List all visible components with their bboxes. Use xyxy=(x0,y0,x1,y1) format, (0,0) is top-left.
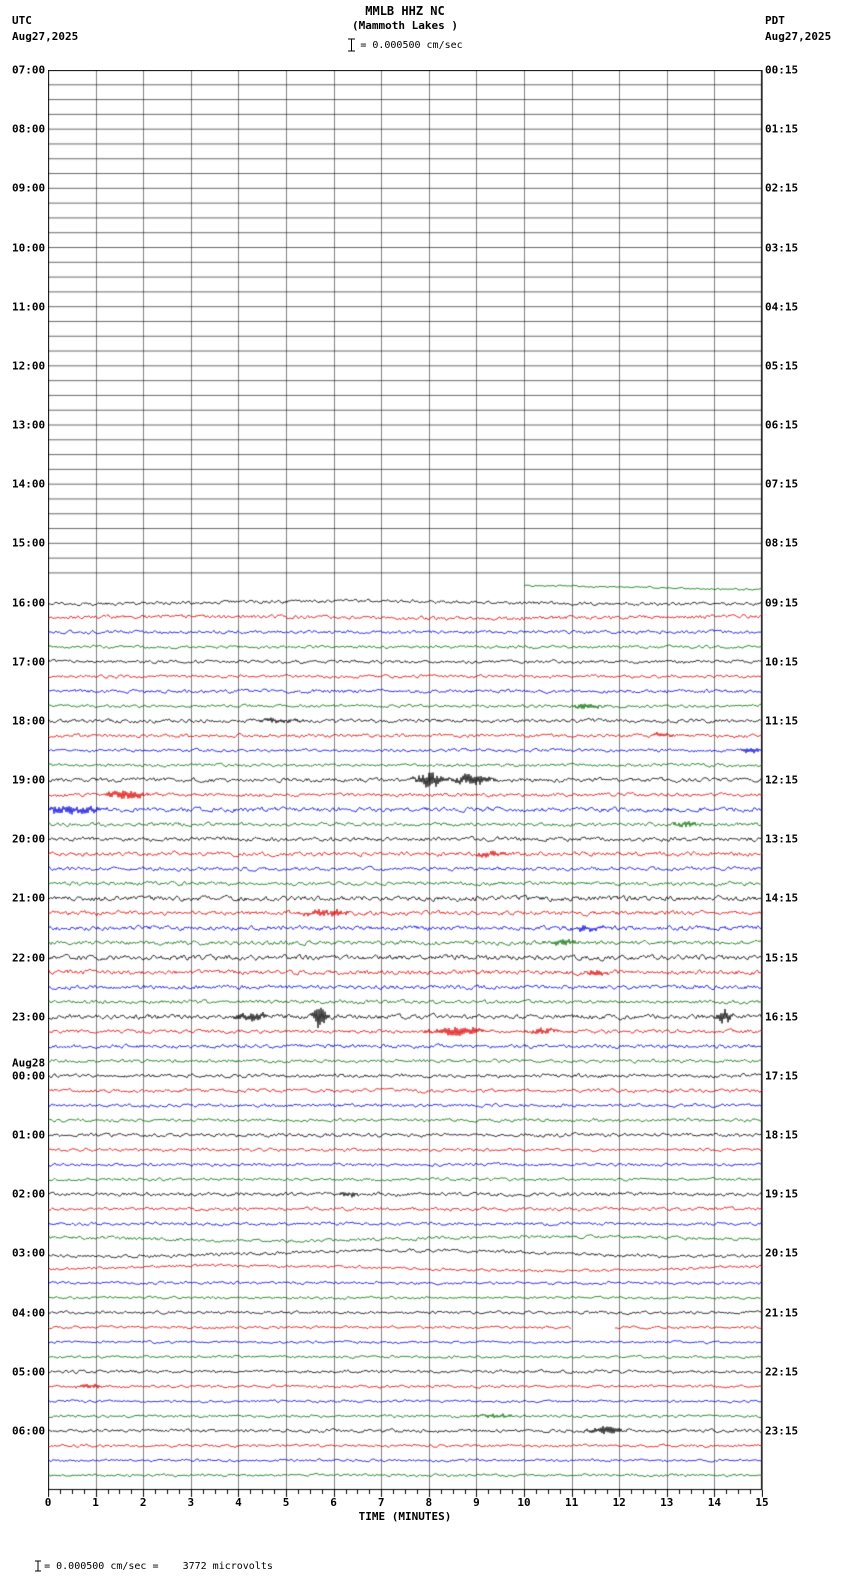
x-tick-label: 8 xyxy=(425,1496,433,1509)
utc-time-label: 06:00 xyxy=(12,1424,46,1438)
x-tick-label: 15 xyxy=(755,1496,769,1509)
utc-time-label: 00:00 xyxy=(12,1069,46,1083)
x-tick-label: 10 xyxy=(517,1496,531,1509)
pdt-time-label: 05:15 xyxy=(765,359,799,373)
utc-time-label: 22:00 xyxy=(12,951,46,964)
pdt-time-label: 19:15 xyxy=(765,1187,799,1201)
pdt-time-label: 01:15 xyxy=(765,122,799,136)
pdt-time-label: 02:15 xyxy=(765,181,799,195)
pdt-time-label: 17:15 xyxy=(765,1069,799,1083)
utc-time-label: 12:00 xyxy=(12,359,46,373)
pdt-time-label: 21:15 xyxy=(765,1306,799,1319)
utc-time-label: 14:00 xyxy=(12,477,46,491)
x-tick-label: 12 xyxy=(612,1496,626,1509)
x-axis-label: TIME (MINUTES) xyxy=(358,1510,452,1523)
utc-time-label: 19:00 xyxy=(12,773,46,787)
x-tick-label: 9 xyxy=(473,1496,480,1509)
x-tick-label: 0 xyxy=(44,1496,52,1509)
pdt-time-label: 04:15 xyxy=(765,300,799,314)
station-location: (Mammoth Lakes ) xyxy=(352,19,458,32)
date-left-label: Aug27,2025 xyxy=(12,30,79,43)
utc-time-label: 18:00 xyxy=(12,714,46,728)
x-tick-label: 3 xyxy=(187,1496,195,1509)
x-tick-label: 11 xyxy=(564,1496,579,1509)
utc-time-label: 20:00 xyxy=(12,832,46,846)
utc-date-label: Aug28 xyxy=(12,1056,46,1070)
seismogram-canvas xyxy=(48,70,763,1504)
pdt-time-label: 12:15 xyxy=(765,773,799,787)
scale-readout-text: = 0.000500 cm/sec xyxy=(360,40,463,51)
pdt-time-label: 11:15 xyxy=(765,714,799,728)
pdt-time-label: 08:15 xyxy=(765,536,799,550)
utc-time-label: 21:00 xyxy=(12,891,46,905)
pdt-time-label: 22:15 xyxy=(765,1365,799,1379)
x-tick-label: 14 xyxy=(707,1496,722,1509)
pdt-time-label: 00:15 xyxy=(765,63,799,77)
utc-time-label: 07:00 xyxy=(12,63,46,77)
amplitude-scale-icon xyxy=(35,1560,42,1572)
utc-time-label: 23:00 xyxy=(12,1010,46,1024)
pdt-time-label: 03:15 xyxy=(765,241,799,254)
date-right-label: Aug27,2025 xyxy=(765,30,832,43)
station-title: MMLB HHZ NC xyxy=(365,4,445,18)
timezone-left-label: UTC xyxy=(12,14,32,27)
pdt-time-label: 09:15 xyxy=(765,596,799,609)
x-tick-label: 7 xyxy=(377,1496,385,1509)
utc-time-label: 13:00 xyxy=(12,418,46,432)
timezone-right-label: PDT xyxy=(765,14,785,27)
utc-time-label: 01:00 xyxy=(12,1128,46,1142)
footer-note-text: = 0.000500 cm/sec = 3772 microvolts xyxy=(44,1561,273,1572)
x-tick-label: 1 xyxy=(92,1496,99,1509)
x-tick-label: 5 xyxy=(282,1496,290,1509)
amplitude-scale-icon xyxy=(348,38,356,52)
utc-time-label: 03:00 xyxy=(12,1246,46,1260)
x-tick-label: 6 xyxy=(330,1496,337,1509)
x-tick-label: 4 xyxy=(235,1496,242,1509)
utc-time-label: 09:00 xyxy=(12,181,46,195)
utc-time-label: 08:00 xyxy=(12,122,46,136)
utc-time-label: 02:00 xyxy=(12,1187,46,1201)
scale-readout: = 0.000500 cm/sec xyxy=(0,38,810,52)
pdt-time-label: 06:15 xyxy=(765,418,799,432)
footer-note: = 0.000500 cm/sec = 3772 microvolts xyxy=(8,1549,273,1583)
utc-time-label: 11:00 xyxy=(12,300,46,314)
utc-time-label: 15:00 xyxy=(12,536,46,550)
pdt-time-label: 07:15 xyxy=(765,477,799,491)
utc-time-label: 05:00 xyxy=(12,1365,46,1379)
pdt-time-label: 23:15 xyxy=(765,1424,799,1438)
x-tick-label: 2 xyxy=(139,1496,147,1509)
pdt-time-label: 20:15 xyxy=(765,1246,799,1260)
utc-time-label: 16:00 xyxy=(12,596,46,609)
pdt-time-label: 14:15 xyxy=(765,891,799,905)
utc-time-label: 10:00 xyxy=(12,241,46,254)
x-tick-label: 13 xyxy=(660,1496,674,1509)
pdt-time-label: 18:15 xyxy=(765,1128,799,1142)
utc-time-label: 17:00 xyxy=(12,655,46,669)
pdt-time-label: 16:15 xyxy=(765,1010,799,1024)
pdt-time-label: 10:15 xyxy=(765,655,799,669)
pdt-time-label: 15:15 xyxy=(765,951,799,964)
pdt-time-label: 13:15 xyxy=(765,832,799,846)
utc-time-label: 04:00 xyxy=(12,1306,46,1319)
